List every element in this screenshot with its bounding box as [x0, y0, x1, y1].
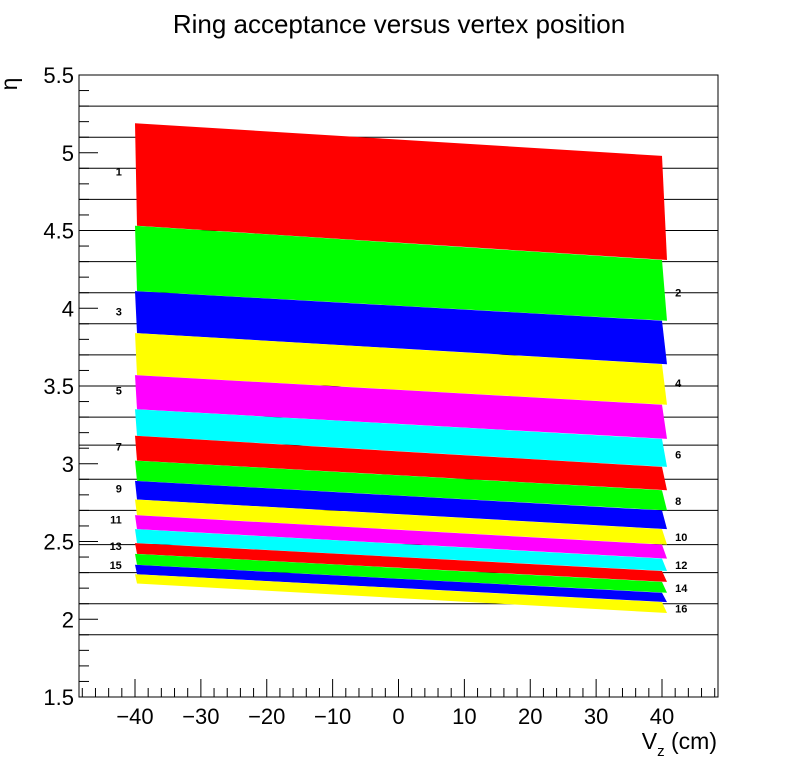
y-tick-label: 1.5 [43, 685, 74, 710]
ring-label-13: 13 [110, 541, 122, 553]
ring-bands [135, 123, 667, 613]
ring-band-6 [135, 409, 667, 467]
ring-label-16: 16 [675, 603, 687, 615]
x-axis-label-main: V [642, 728, 658, 754]
ring-band-3 [135, 291, 667, 365]
y-axis: 1.5 2 2.5 3 3.5 4 4.5 5 5.5 [43, 63, 98, 710]
x-tick-label: 30 [584, 704, 608, 729]
ring-label-12: 12 [675, 560, 687, 572]
ring-band-16 [135, 574, 667, 613]
ring-band-14 [135, 553, 667, 593]
y-tick-label: 5.5 [43, 63, 74, 88]
ring-band-5 [135, 375, 667, 439]
ring-band-1 [135, 123, 667, 260]
x-tick-label: −20 [248, 704, 285, 729]
x-tick-label: 10 [452, 704, 476, 729]
ring-label-8: 8 [675, 496, 681, 508]
x-axis-label-unit: (cm) [665, 728, 717, 754]
x-axis-label: Vz (cm) [642, 728, 717, 760]
y-tick-label: 4.5 [43, 219, 74, 244]
ring-band-8 [135, 460, 667, 511]
ring-label-15: 15 [110, 560, 122, 572]
ring-band-13 [135, 543, 667, 582]
ring-band-12 [135, 529, 667, 571]
x-tick-label: 0 [392, 704, 404, 729]
x-tick-label: 40 [650, 704, 674, 729]
ring-label-7: 7 [116, 442, 122, 454]
x-tick-label: 20 [518, 704, 542, 729]
x-tick-label: −30 [182, 704, 219, 729]
chart-title: Ring acceptance versus vertex position [173, 9, 625, 39]
y-tick-label: 2 [62, 607, 74, 632]
x-axis-label-subscript: z [657, 743, 665, 760]
ring-label-10: 10 [675, 532, 687, 544]
y-tick-label: 5 [62, 141, 74, 166]
ring-label-4: 4 [675, 378, 682, 390]
ring-band-4 [135, 333, 667, 405]
ring-label-9: 9 [116, 484, 122, 496]
y-axis-label: η [0, 78, 22, 91]
ring-label-1: 1 [116, 166, 122, 178]
y-tick-label: 3 [62, 452, 74, 477]
y-tick-label: 4 [62, 296, 74, 321]
ring-label-6: 6 [675, 449, 681, 461]
ring-label-11: 11 [110, 515, 122, 527]
ring-label-14: 14 [675, 583, 688, 595]
x-tick-label: −10 [314, 704, 351, 729]
y-tick-label: 2.5 [43, 530, 74, 555]
ring-band-15 [135, 564, 667, 603]
x-axis: −40 −30 −20 −10 0 10 20 30 40 [81, 679, 716, 729]
ring-label-2: 2 [675, 288, 681, 300]
y-tick-label: 3.5 [43, 374, 74, 399]
ring-band-10 [135, 499, 667, 545]
ring-band-2 [135, 225, 667, 321]
x-tick-label: −40 [116, 704, 153, 729]
ring-band-7 [135, 435, 667, 491]
ring-band-9 [135, 480, 667, 530]
ring-band-11 [135, 515, 667, 559]
ring-label-3: 3 [116, 306, 122, 318]
ring-label-5: 5 [116, 386, 122, 398]
